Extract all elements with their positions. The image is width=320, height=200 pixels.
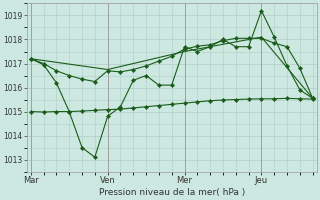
- X-axis label: Pression niveau de la mer( hPa ): Pression niveau de la mer( hPa ): [99, 188, 245, 197]
